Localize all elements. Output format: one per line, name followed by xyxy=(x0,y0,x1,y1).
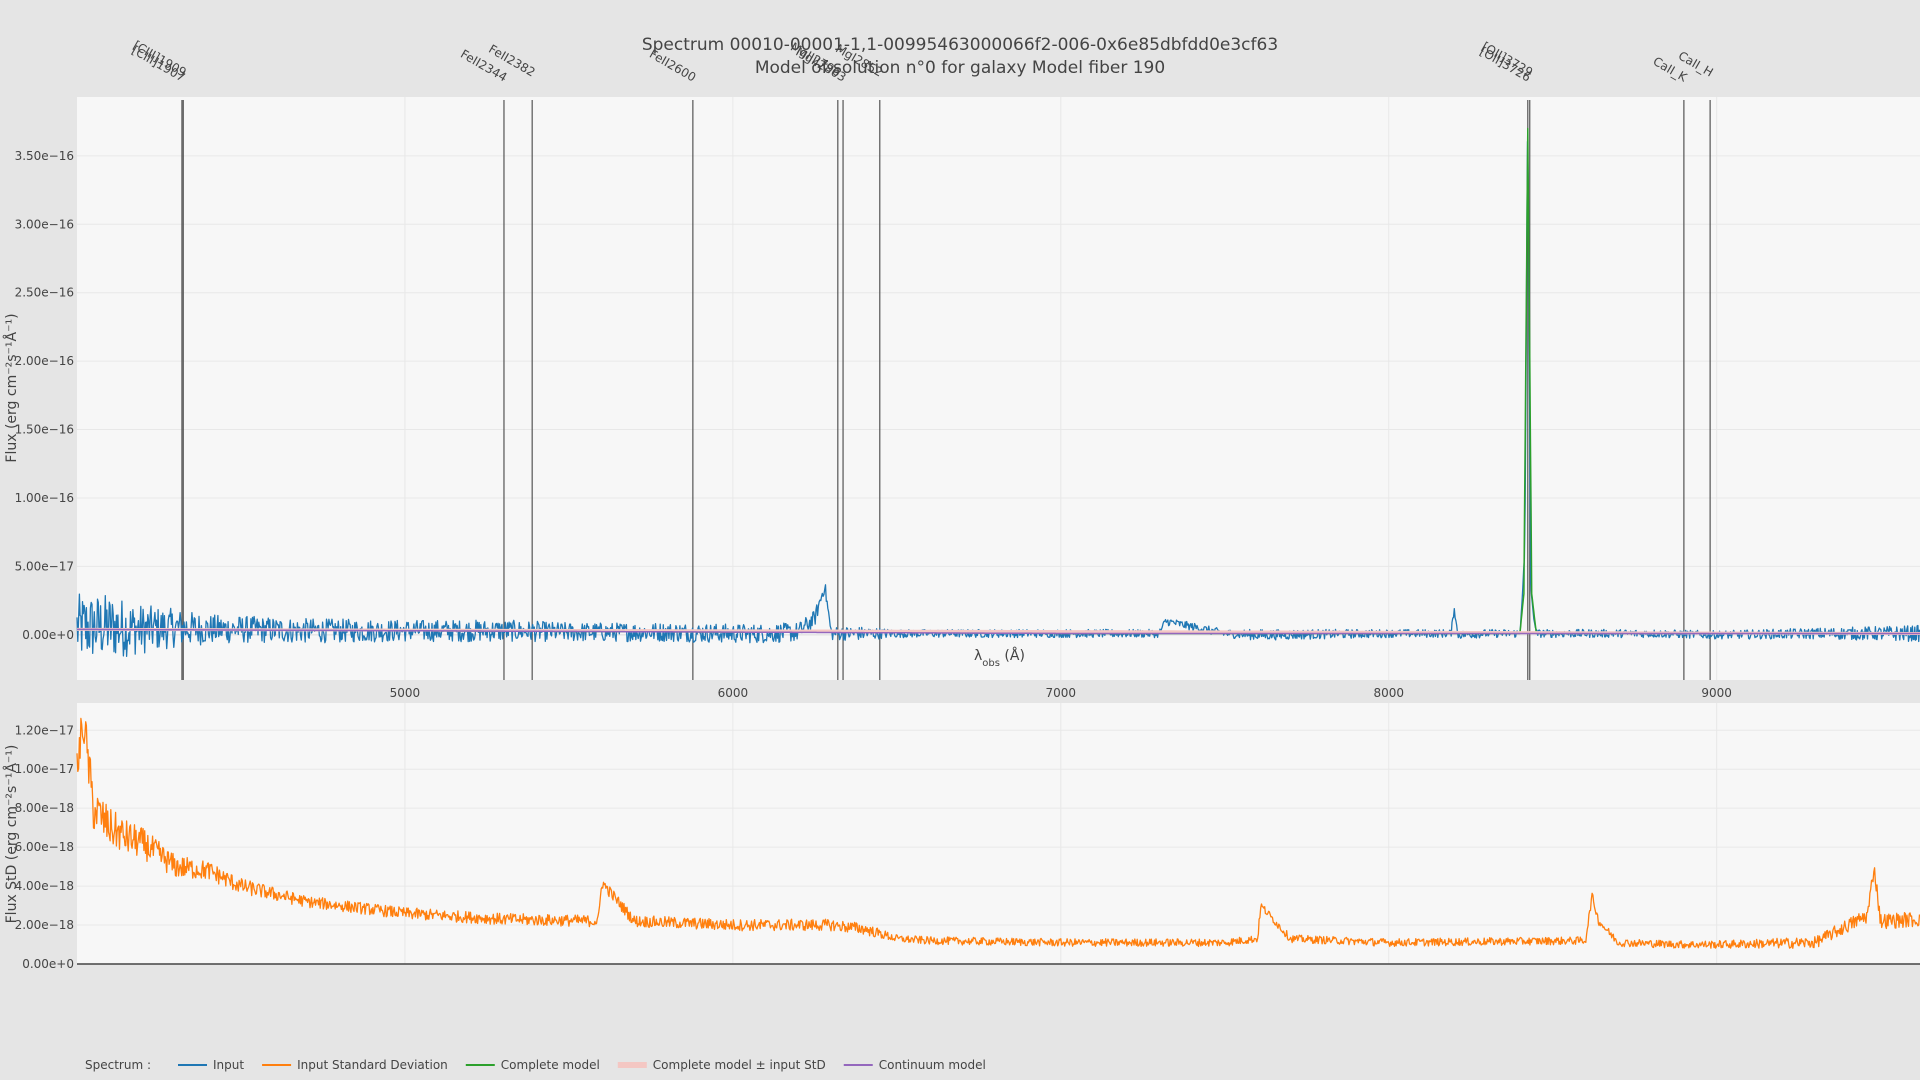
top-y-tick-label: 3.50e−16 xyxy=(15,149,74,163)
bottom-y-tick-label: 1.20e−17 xyxy=(15,723,74,737)
legend-title: Spectrum : xyxy=(85,1058,151,1072)
top-y-tick-label: 5.00e−17 xyxy=(15,559,74,573)
x-tick-label: 8000 xyxy=(1373,686,1404,700)
top-y-ticks: 0.00e+0 5.00e−17 1.00e−16 1.50e−16 2.00e−16 2… xyxy=(15,149,74,642)
bottom-plot-area[interactable] xyxy=(77,703,1920,964)
x-tick-label: 6000 xyxy=(718,686,749,700)
bottom-y-tick-label: 0.00e+0 xyxy=(22,957,74,971)
top-series xyxy=(76,127,1920,658)
x-axis-title-sub: obs xyxy=(982,658,1000,669)
x-tick-label: 5000 xyxy=(390,686,421,700)
x-tick-label: 9000 xyxy=(1701,686,1732,700)
legend-item-label: Continuum model xyxy=(879,1058,986,1072)
top-grid xyxy=(77,97,1920,680)
bottom-y-ticks: 0.00e+0 2.00e−18 4.00e−18 6.00e−18 8.00e−18 1… xyxy=(15,723,74,971)
legend-item-label: Input Standard Deviation xyxy=(297,1058,448,1072)
x-axis-title-main: λ xyxy=(974,648,982,664)
top-x-ticks: 5000 6000 7000 8000 9000 xyxy=(390,686,1732,700)
bottom-y-axis-title: Flux StD (erg cm⁻²s⁻¹Å⁻¹) xyxy=(3,745,20,924)
top-plot-area[interactable] xyxy=(77,97,1920,680)
legend-item-label: Complete model ± input StD xyxy=(653,1058,826,1072)
chart-title: Spectrum 00010-00001-1,1-00995463000066f… xyxy=(642,35,1278,55)
top-y-tick-label: 2.00e−16 xyxy=(15,354,74,368)
x-axis-title: λobs (Å) xyxy=(974,647,1025,669)
top-y-tick-label: 2.50e−16 xyxy=(15,286,74,300)
top-series-continuum-model xyxy=(76,628,1920,635)
bottom-y-tick-label: 4.00e−18 xyxy=(15,879,74,893)
bottom-y-tick-label: 2.00e−18 xyxy=(15,918,74,932)
x-tick-label: 7000 xyxy=(1046,686,1077,700)
chart-subtitle: Model of solution n°0 for galaxy Model f… xyxy=(755,58,1165,78)
top-y-tick-label: 0.00e+0 xyxy=(22,628,74,642)
top-y-tick-label: 3.00e−16 xyxy=(15,217,74,231)
bottom-series xyxy=(76,717,1920,949)
legend-item-label: Complete model xyxy=(501,1058,600,1072)
top-y-axis-title: Flux (erg cm⁻²s⁻¹Å⁻¹) xyxy=(3,313,20,462)
bottom-y-tick-label: 1.00e−17 xyxy=(15,762,74,776)
top-y-tick-label: 1.50e−16 xyxy=(15,423,74,437)
bottom-series-input-standard-deviation xyxy=(76,717,1920,949)
top-y-tick-label: 1.00e−16 xyxy=(15,491,74,505)
bottom-y-tick-label: 8.00e−18 xyxy=(15,801,74,815)
legend-item-label: Input xyxy=(213,1058,244,1072)
legend: Spectrum : Input Input Standard Deviation… xyxy=(85,1058,986,1072)
bottom-y-tick-label: 6.00e−18 xyxy=(15,840,74,854)
x-axis-title-tail: (Å) xyxy=(1000,647,1025,664)
